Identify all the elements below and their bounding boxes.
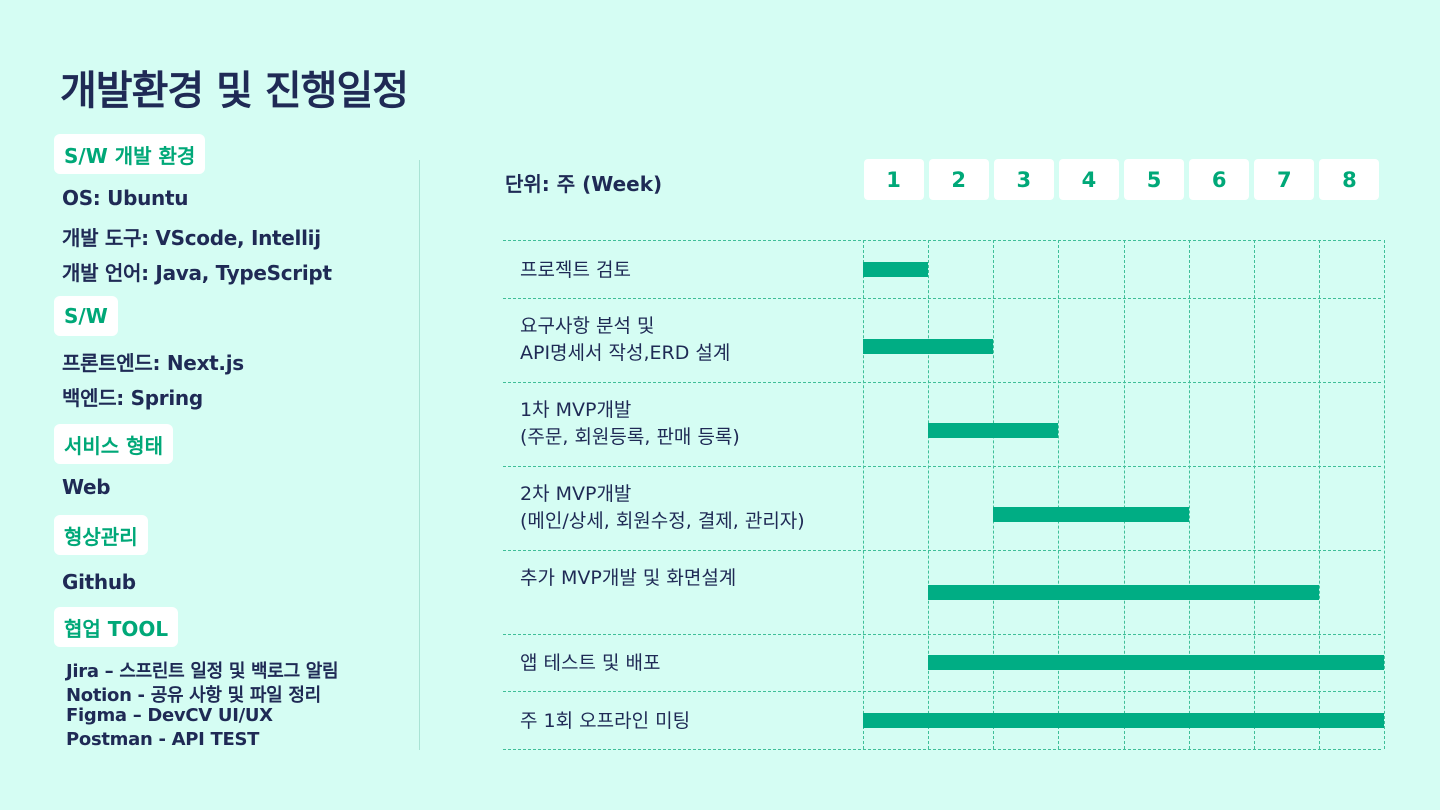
task-bar — [863, 712, 1384, 728]
week-header-4: 4 — [1058, 159, 1119, 200]
task-bar — [928, 423, 1059, 438]
sw-tag: S/W — [54, 296, 118, 336]
gridline-row — [503, 466, 1381, 467]
gridline-row — [503, 240, 1381, 241]
gridline-week — [1123, 240, 1125, 749]
service-type-line: Web — [62, 475, 111, 499]
collab-tool-postman: Postman - API TEST — [66, 729, 260, 750]
week-header-6: 6 — [1189, 159, 1250, 200]
sw-env-tag: S/W 개발 환경 — [54, 134, 206, 174]
gridline-week — [1384, 240, 1385, 749]
task-label: 2차 MVP개발 (메인/상세, 회원수정, 결제, 관리자) — [520, 483, 805, 532]
page-title: 개발환경 및 진행일정 — [60, 68, 409, 114]
task-bar — [928, 655, 1384, 670]
gridline-row — [503, 550, 1381, 551]
week-header-2: 2 — [928, 159, 989, 200]
collab-tool-figma: Figma – DevCV UI/UX — [66, 705, 273, 726]
os-line: OS: Ubuntu — [62, 186, 189, 210]
gridline-week — [1188, 240, 1190, 749]
collab-tool-notion: Notion - 공유 사항 및 파일 정리 — [66, 685, 321, 706]
panel-divider — [419, 160, 420, 750]
gridline-week — [993, 240, 995, 749]
task-label: 프로젝트 검토 — [520, 258, 631, 281]
week-header-3: 3 — [993, 159, 1054, 200]
task-label: 추가 MVP개발 및 화면설계 — [520, 567, 737, 589]
frontend-line: 프론트엔드: Next.js — [62, 351, 244, 375]
backend-line: 백엔드: Spring — [62, 386, 203, 410]
schedule-unit-label: 단위: 주 (Week) — [505, 172, 663, 196]
task-label: 앱 테스트 및 배포 — [520, 652, 661, 674]
week-header-5: 5 — [1124, 159, 1184, 200]
dev-tool-line: 개발 도구: VScode, Intellij — [62, 226, 321, 250]
dev-language-line: 개발 언어: Java, TypeScript — [62, 261, 332, 285]
task-label: 주 1회 오프라인 미팅 — [520, 709, 691, 732]
week-header-7: 7 — [1254, 159, 1315, 200]
gridline-week — [928, 240, 930, 749]
week-header-1: 1 — [863, 159, 924, 200]
gridline-week — [1318, 240, 1320, 749]
task-label: 요구사항 분석 및 API명세서 작성,ERD 설계 — [520, 315, 731, 364]
gridline-row — [503, 382, 1381, 383]
task-bar — [928, 585, 1319, 600]
gridline-row — [503, 298, 1381, 299]
gridline-row — [503, 634, 1381, 635]
task-bar — [863, 339, 994, 354]
vcs-line: Github — [62, 570, 136, 594]
task-bar — [993, 507, 1189, 522]
gridline-row — [503, 749, 1381, 750]
collab-tool-jira: Jira – 스프린트 일정 및 백로그 알림 — [66, 661, 339, 682]
task-label: 1차 MVP개발 (주문, 회원등록, 판매 등록) — [520, 399, 740, 448]
gridline-week — [1253, 240, 1255, 749]
collab-tool-tag: 협업 TOOL — [54, 607, 179, 647]
gridline-row — [503, 691, 1381, 692]
week-header-8: 8 — [1319, 159, 1380, 200]
service-type-tag: 서비스 형태 — [54, 424, 173, 464]
vcs-tag: 형상관리 — [54, 515, 148, 555]
gridline-week — [863, 240, 864, 749]
task-bar — [863, 261, 929, 277]
gridline-week — [1058, 240, 1060, 749]
